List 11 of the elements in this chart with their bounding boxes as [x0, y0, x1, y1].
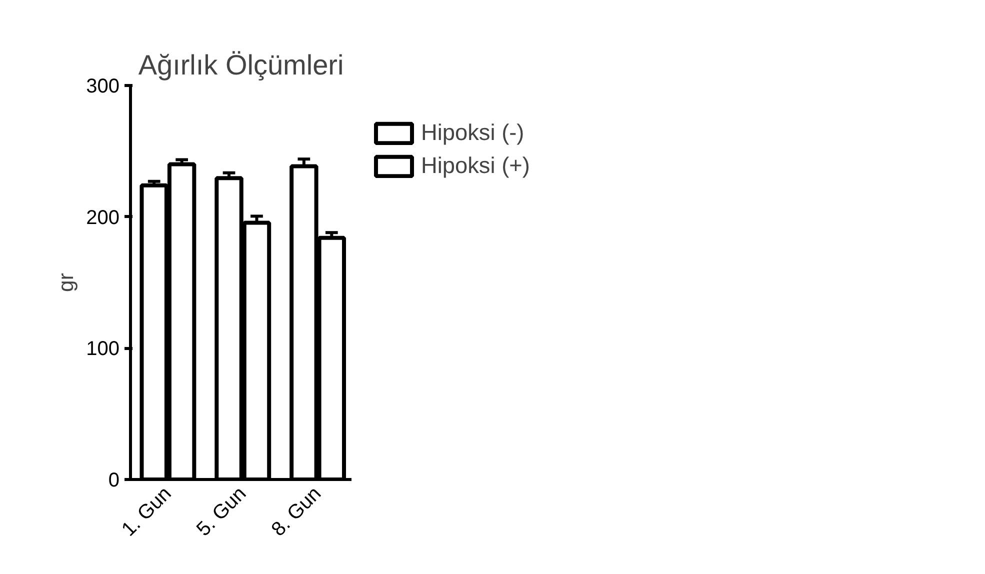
legend-label: Hipoksi (+) [421, 152, 530, 179]
y-tick-label: 100 [86, 338, 120, 360]
chart-title: Ağırlık Ölçümleri [138, 50, 344, 80]
y-tick-label: 200 [86, 206, 120, 229]
y-axis-title: gr [54, 273, 78, 292]
x-tick-label: 8. Gun [268, 482, 326, 541]
y-tick-label: 300 [86, 76, 120, 98]
x-tick-label: 5. Gun [192, 482, 251, 541]
x-tick-label: 1. Gun [118, 482, 176, 541]
legend-label: Hipoksi (-) [421, 119, 524, 146]
y-tick-label: 0 [108, 470, 120, 492]
